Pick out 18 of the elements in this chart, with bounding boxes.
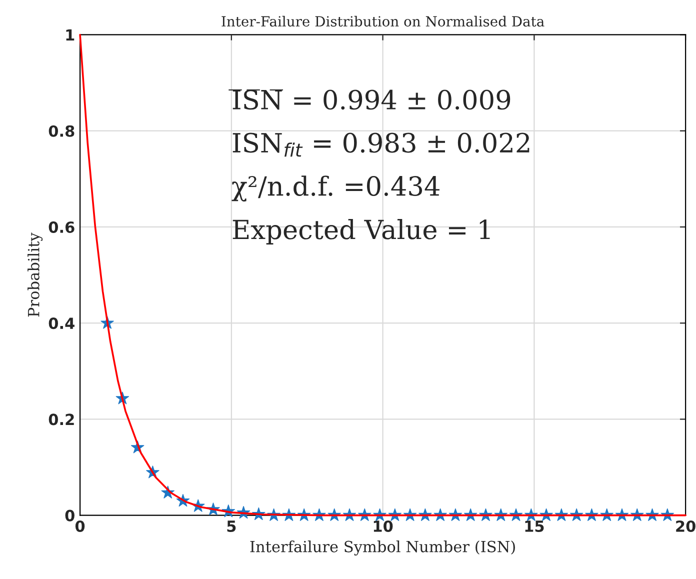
- y-tick-label: 1: [66, 29, 74, 41]
- y-tick-label: 0.2: [48, 414, 74, 426]
- annotation: I̅S̅N̅ = 0.994 ± 0.009: [228, 89, 510, 110]
- y-tick-label: 0: [65, 510, 74, 522]
- x-tick-label: 15: [525, 520, 544, 532]
- y-axis-title: Probability: [28, 232, 43, 317]
- annotation: ISN$_{fit}$ = 0.983 ± 0.022: [232, 132, 530, 157]
- annotation: χ²/n.d.f. =0.434: [232, 176, 440, 202]
- x-axis-title: Interfailure Symbol Number (ISN): [250, 540, 515, 556]
- x-tick-label: 0: [75, 520, 85, 532]
- x-tick-label: 5: [227, 520, 236, 532]
- x-tick-label: 10: [374, 520, 393, 532]
- x-tick-label: 20: [676, 520, 696, 532]
- y-tick-label: 0.8: [48, 125, 74, 137]
- annotation: Expected Value = 1: [232, 219, 490, 245]
- chart-title: Inter-Failure Distribution on Normalised Data: [222, 16, 544, 27]
- y-tick-label: 0.4: [48, 318, 74, 330]
- y-tick-label: 0.6: [48, 221, 74, 233]
